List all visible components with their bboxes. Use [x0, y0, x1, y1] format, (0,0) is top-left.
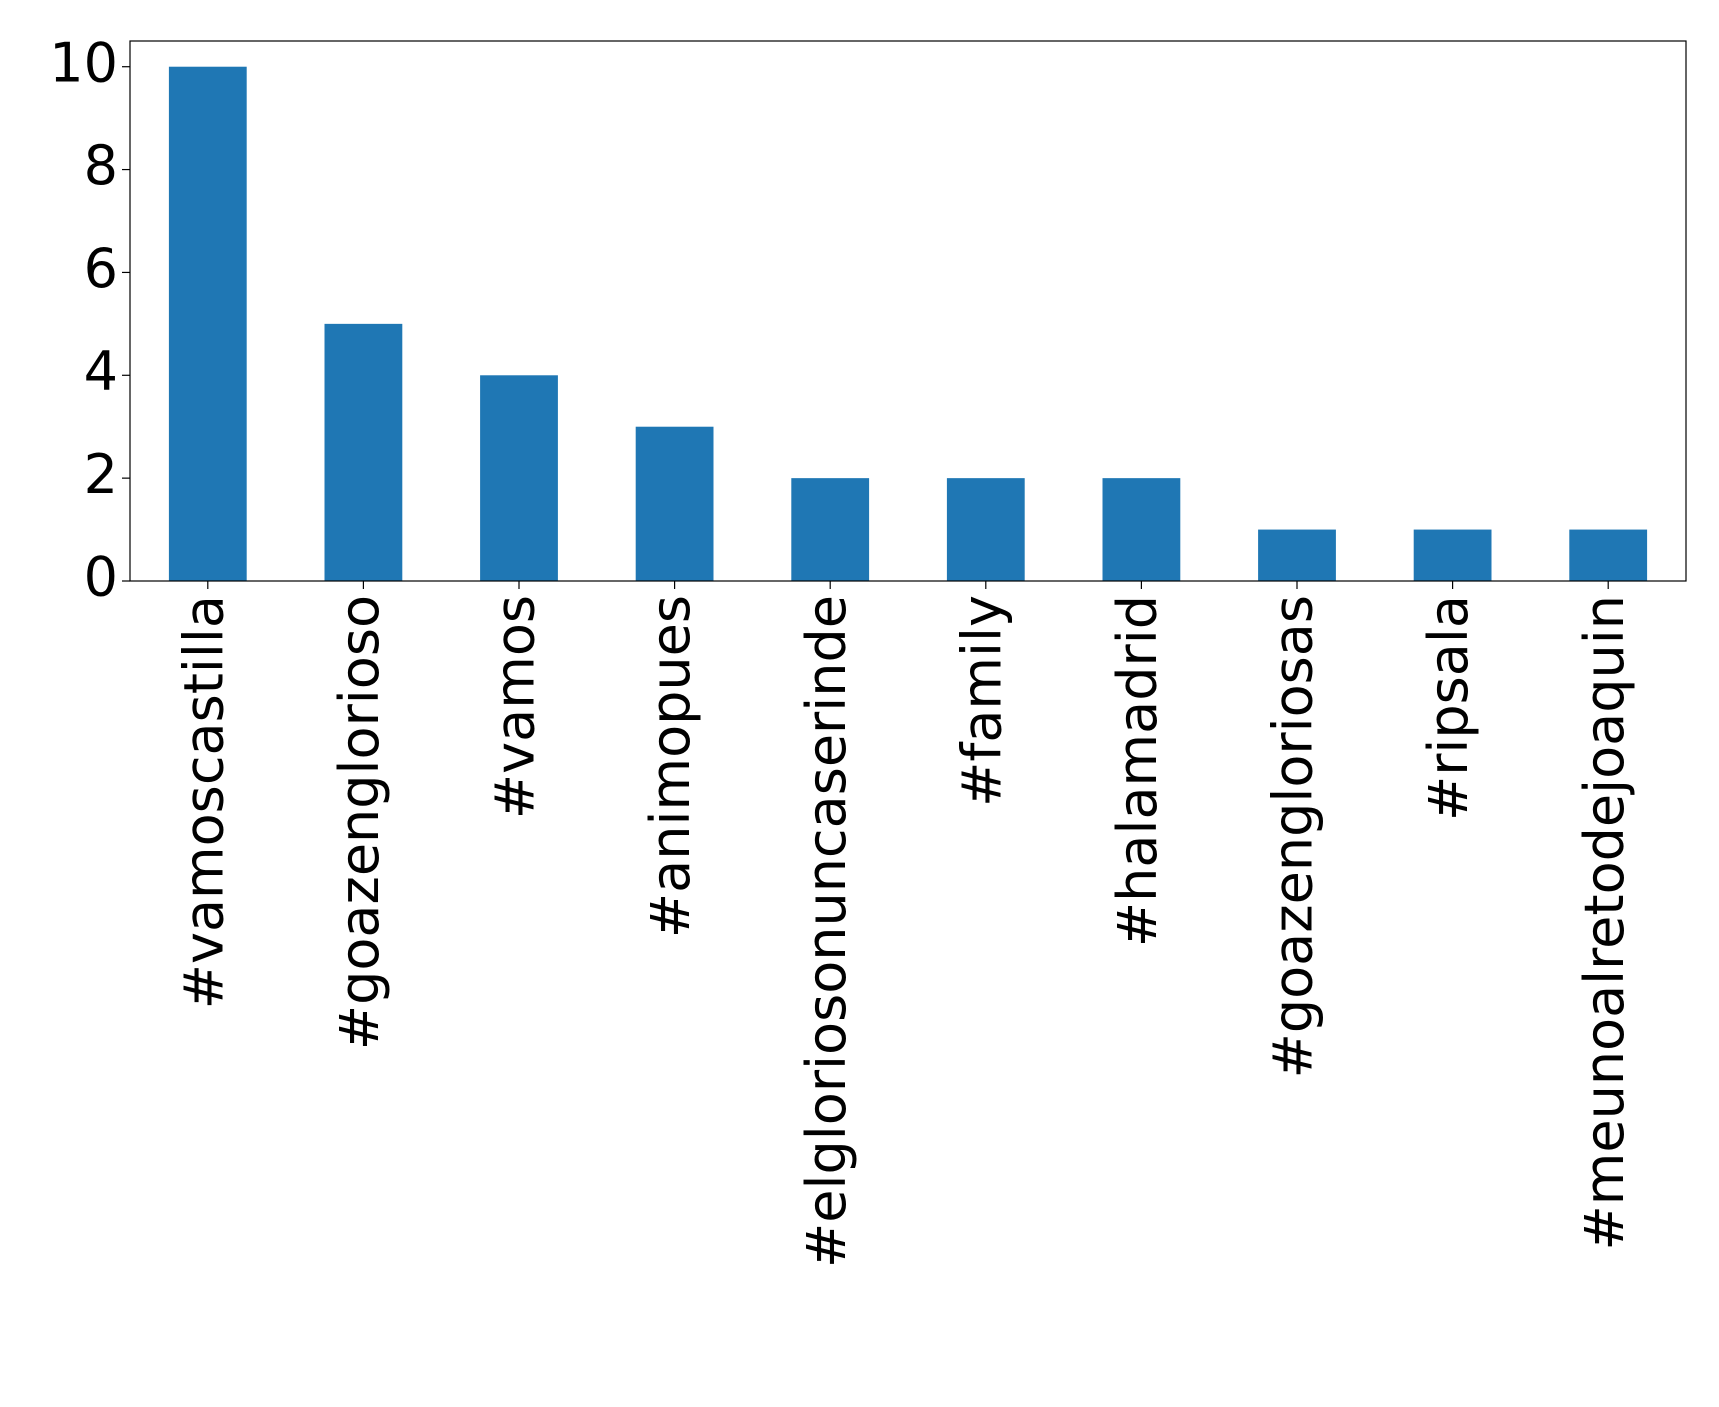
y-tick-label: 2 [84, 443, 118, 506]
x-tick-label: #goazenglorioso [328, 595, 391, 1050]
y-tick-label: 10 [49, 31, 118, 94]
x-tick-label: #family [950, 595, 1013, 807]
bar [946, 478, 1025, 581]
y-tick-label: 0 [84, 546, 118, 609]
y-tick-label: 8 [84, 134, 118, 197]
bar [635, 426, 714, 581]
x-tick-label: #meunoalretodejoaquin [1573, 595, 1636, 1250]
bar [1413, 529, 1492, 581]
bar [480, 375, 558, 581]
bar [1258, 529, 1336, 581]
x-tick-label: #goazengloriosas [1262, 595, 1325, 1078]
y-tick-label: 6 [84, 237, 118, 300]
plot-frame [129, 40, 1687, 582]
bar [168, 66, 247, 581]
x-tick-label: #ripsala [1417, 595, 1480, 821]
bar [1102, 478, 1181, 581]
x-tick-label: #vamoscastilla [172, 595, 235, 1009]
x-tick-label: #vamos [484, 595, 547, 819]
y-tick-label: 4 [84, 340, 118, 403]
x-tick-label: #animopues [639, 595, 702, 938]
bar [1569, 529, 1648, 581]
bar [791, 478, 870, 581]
x-tick-label: #halamadrid [1106, 595, 1169, 947]
x-tick-label: #elgloriosonuncaserinde [795, 595, 858, 1268]
bar [324, 323, 403, 581]
